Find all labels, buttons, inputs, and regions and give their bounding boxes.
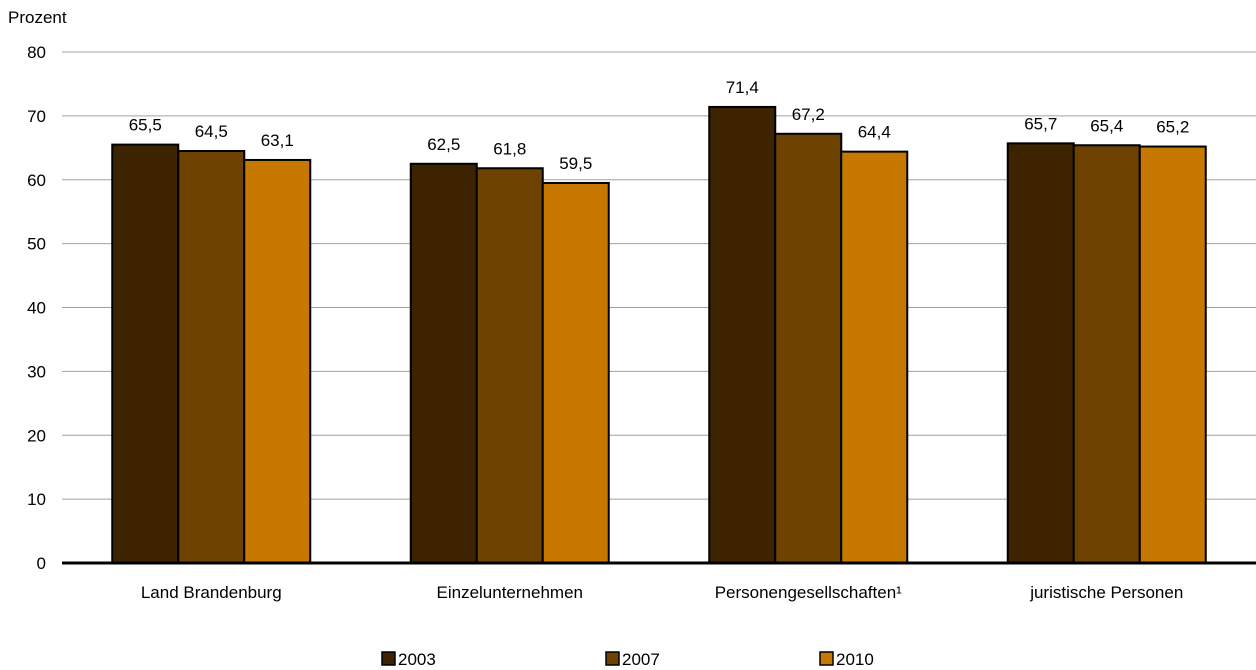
bar bbox=[708, 105, 777, 565]
bars bbox=[111, 105, 1207, 565]
y-tick-label: 0 bbox=[37, 554, 46, 573]
bar bbox=[774, 132, 843, 564]
y-tick-label: 80 bbox=[27, 43, 46, 62]
data-labels: 65,5 64,5 63,1 62,5 61,8 59,5 71,4 67,2 64,4 65,7… bbox=[129, 78, 1190, 173]
y-tick-labels: 0 10 20 30 40 50 60 70 80 bbox=[27, 43, 46, 573]
y-tick-label: 60 bbox=[27, 171, 46, 190]
y-axis-title: Prozent bbox=[8, 8, 67, 27]
legend-label: 2010 bbox=[836, 650, 874, 669]
bar bbox=[541, 181, 610, 564]
data-label: 62,5 bbox=[427, 135, 460, 154]
category-label: Einzelunternehmen bbox=[437, 583, 583, 602]
data-label: 59,5 bbox=[559, 154, 592, 173]
data-label: 65,5 bbox=[129, 116, 162, 135]
legend-label: 2007 bbox=[622, 650, 660, 669]
data-label: 65,7 bbox=[1024, 114, 1057, 133]
category-labels: Land Brandenburg Einzelunternehmen Persone… bbox=[141, 583, 1183, 602]
legend-swatch bbox=[605, 651, 620, 666]
y-tick-label: 40 bbox=[27, 299, 46, 318]
category-label: juristische Personen bbox=[1029, 583, 1183, 602]
category-label: Land Brandenburg bbox=[141, 583, 282, 602]
legend-swatch bbox=[819, 651, 834, 666]
bar bbox=[243, 158, 312, 564]
bar bbox=[1006, 142, 1075, 564]
data-label: 64,5 bbox=[195, 122, 228, 141]
category-label: Personengesellschaften¹ bbox=[715, 583, 902, 602]
bar bbox=[177, 150, 246, 564]
legend-swatch bbox=[381, 651, 396, 666]
y-tick-label: 30 bbox=[27, 362, 46, 381]
y-tick-label: 50 bbox=[27, 235, 46, 254]
y-tick-label: 10 bbox=[27, 490, 46, 509]
bar bbox=[1138, 145, 1207, 564]
bar bbox=[1072, 144, 1141, 564]
bar bbox=[409, 162, 478, 564]
data-label: 63,1 bbox=[261, 131, 294, 150]
y-tick-label: 70 bbox=[27, 107, 46, 126]
legend-label: 2003 bbox=[398, 650, 436, 669]
y-tick-label: 20 bbox=[27, 426, 46, 445]
data-label: 67,2 bbox=[792, 105, 825, 124]
data-label: 64,4 bbox=[858, 123, 891, 142]
legend: 2003 2007 2010 bbox=[381, 650, 874, 669]
data-label: 65,4 bbox=[1090, 116, 1123, 135]
bar bbox=[111, 143, 180, 564]
data-label: 65,2 bbox=[1156, 118, 1189, 137]
data-label: 71,4 bbox=[726, 78, 759, 97]
data-label: 61,8 bbox=[493, 139, 526, 158]
bar bbox=[840, 150, 909, 565]
bar bbox=[475, 167, 544, 564]
